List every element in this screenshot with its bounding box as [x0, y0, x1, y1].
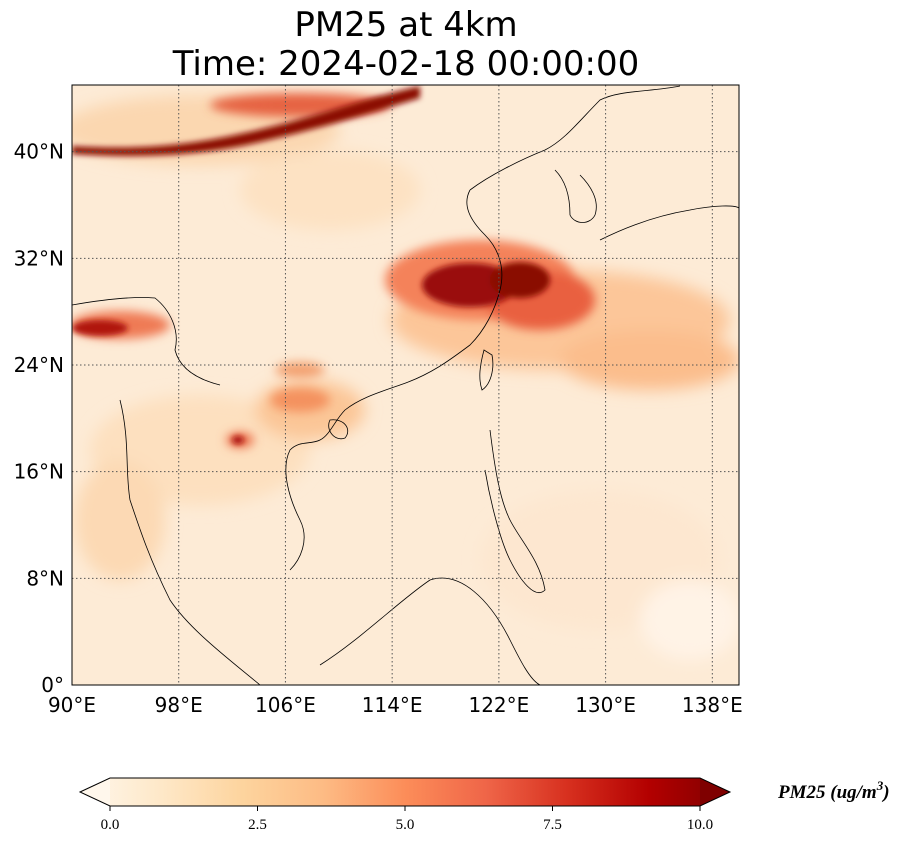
korea-coast: [554, 169, 597, 223]
map-frame: [71, 84, 740, 686]
lat-tick-label: 0°: [41, 673, 64, 697]
colorbar-extend-max: [700, 778, 730, 806]
china-vietnam-coast: [285, 289, 501, 571]
lon-tick-label: 98°E: [155, 693, 203, 717]
pm25-high-concentration: [72, 86, 550, 444]
lon-tick-label: 114°E: [362, 693, 423, 717]
east-china-coast: [466, 189, 503, 291]
lat-tick-label: 32°N: [14, 246, 64, 270]
colorbar-fill: [80, 778, 730, 806]
borneo-coast: [319, 577, 541, 685]
malay-peninsula-coast: [119, 399, 261, 685]
lat-tick-label: 16°N: [14, 460, 64, 484]
gridlines: [72, 85, 739, 685]
colorbar-tick-label: 7.5: [543, 817, 562, 833]
lon-tick-label: 106°E: [255, 693, 316, 717]
colorbar-tick-label: 2.5: [248, 817, 267, 833]
lon-tick-label: 90°E: [48, 693, 96, 717]
colorbar: 0.0 2.5 5.0 7.5 10.0 PM25 (ug/m3): [78, 777, 890, 833]
japan-coast: [599, 205, 739, 241]
coastlines: [72, 85, 739, 685]
hainan-coast: [328, 419, 349, 440]
lat-tick-label: 40°N: [14, 140, 64, 164]
map-title-line1: PM25 at 4km: [294, 5, 518, 45]
lon-tick-label: 130°E: [575, 693, 636, 717]
colorbar-tick-label: 5.0: [396, 817, 415, 833]
lat-tick-label: 24°N: [14, 353, 64, 377]
lon-tick-label: 122°E: [468, 693, 529, 717]
map-title-line2: Time: 2024-02-18 00:00:00: [172, 44, 640, 84]
colorbar-label: PM25 (ug/m3): [777, 778, 890, 803]
colorbar-tick-label: 10.0: [687, 817, 713, 833]
lat-tick-label: 8°N: [26, 566, 64, 590]
colorbar-extend-min: [80, 778, 110, 806]
latitude-tick-labels: 0° 8°N 16°N 24°N 32°N 40°N: [14, 140, 64, 697]
lon-tick-label: 138°E: [682, 693, 743, 717]
south-asia-coast: [72, 297, 221, 386]
north-coast: [469, 85, 681, 191]
philippines-coast: [484, 429, 546, 593]
taiwan-coast: [479, 349, 494, 391]
colorbar-ticks: 0.0 2.5 5.0 7.5 10.0: [101, 806, 713, 833]
longitude-tick-labels: 90°E 98°E 106°E 114°E 122°E 130°E 138°E: [48, 693, 743, 717]
colorbar-tick-label: 0.0: [101, 817, 120, 833]
